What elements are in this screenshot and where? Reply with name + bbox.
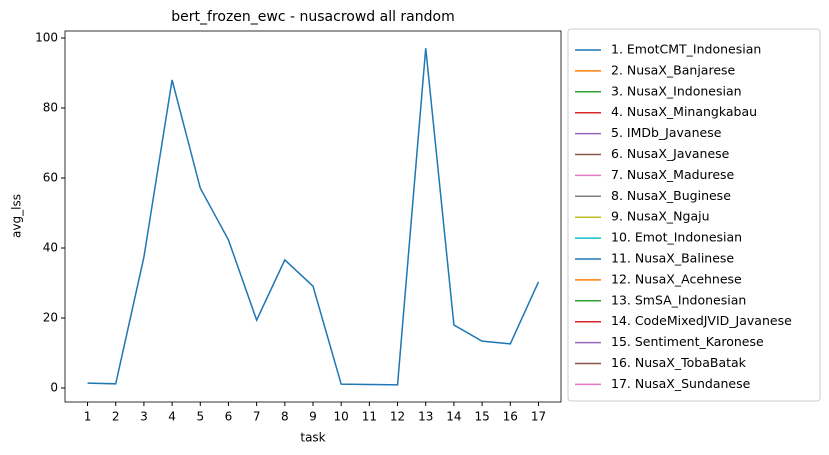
y-tick-label: 0 (50, 381, 58, 395)
x-tick-label: 11 (362, 410, 377, 424)
x-tick-label: 5 (196, 410, 204, 424)
legend-label: 10. Emot_Indonesian (611, 230, 742, 245)
x-tick-label: 6 (225, 410, 233, 424)
x-tick-label: 10 (334, 410, 349, 424)
chart-title: bert_frozen_ewc - nusacrowd all random (171, 9, 454, 25)
x-tick-label: 17 (531, 410, 546, 424)
legend-label: 12. NusaX_Acehnese (611, 271, 742, 286)
legend-label: 14. CodeMixedJVID_Javanese (611, 313, 792, 328)
x-tick-label: 15 (474, 410, 489, 424)
x-tick-label: 13 (418, 410, 433, 424)
plot-frame (64, 30, 562, 403)
legend-label: 17. NusaX_Sundanese (611, 376, 751, 391)
x-tick-label: 4 (168, 410, 176, 424)
y-tick-label: 40 (43, 241, 58, 255)
y-tick-label: 60 (43, 171, 58, 185)
legend-label: 3. NusaX_Indonesian (611, 83, 742, 98)
legend-label: 5. IMDb_Javanese (611, 125, 722, 140)
legend-label: 2. NusaX_Banjarese (611, 62, 736, 77)
legend-label: 15. Sentiment_Karonese (611, 334, 764, 349)
x-tick-label: 2 (112, 410, 120, 424)
series-line (87, 48, 540, 386)
legend-box (567, 28, 821, 402)
x-tick-label: 8 (281, 410, 289, 424)
y-tick-label: 100 (35, 31, 58, 45)
x-tick-label: 12 (390, 410, 405, 424)
legend-label: 7. NusaX_Madurese (611, 167, 735, 182)
legend-label: 13. SmSA_Indonesian (611, 292, 746, 307)
x-tick-label: 14 (446, 410, 461, 424)
legend-label: 6. NusaX_Javanese (611, 146, 730, 161)
legend-label: 16. NusaX_TobaBatak (611, 355, 747, 370)
legend: 1. EmotCMT_Indonesian 2. NusaX_Banjarese 3… (575, 42, 792, 391)
legend-label: 9. NusaX_Ngaju (611, 209, 710, 224)
x-tick-label: 3 (140, 410, 148, 424)
y-axis-label: avg_lss (10, 194, 24, 238)
x-tick-label: 9 (309, 410, 317, 424)
legend-label: 4. NusaX_Minangkabau (611, 104, 757, 119)
legend-label: 8. NusaX_Buginese (611, 188, 731, 203)
y-tick-label: 20 (43, 311, 58, 325)
y-tick-label: 80 (43, 101, 58, 115)
legend-label: 11. NusaX_Balinese (611, 251, 734, 266)
legend-label: 1. EmotCMT_Indonesian (611, 42, 761, 57)
x-tick-label: 7 (253, 410, 261, 424)
x-axis-label: task (300, 431, 325, 445)
x-tick-label: 1 (84, 410, 92, 424)
x-tick-label: 16 (503, 410, 518, 424)
